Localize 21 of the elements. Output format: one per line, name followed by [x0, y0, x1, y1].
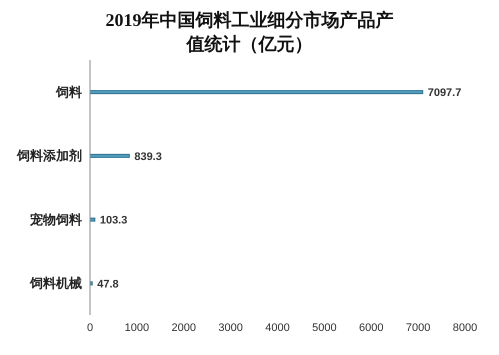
x-tick-label: 4000 — [265, 322, 290, 334]
data-label: 839.3 — [134, 150, 162, 163]
x-tick-label: 7000 — [406, 322, 430, 334]
y-tick-label: 饲料 — [55, 84, 82, 100]
bar — [90, 90, 424, 94]
y-tick-label: 宠物饲料 — [29, 212, 82, 227]
x-tick-label: 5000 — [312, 322, 337, 334]
y-tick-label: 饲料添加剂 — [16, 148, 82, 164]
x-tick-label: 6000 — [359, 322, 384, 334]
chart-title: 2019年中国饲料工业细分市场产品产值统计（亿元） — [104, 9, 394, 56]
bar — [90, 154, 130, 158]
x-tick-label: 0 — [86, 322, 94, 334]
x-tick-label: 1000 — [124, 322, 150, 334]
data-label: 7097.7 — [428, 87, 462, 100]
bar — [90, 218, 96, 222]
data-label: 103.3 — [100, 214, 128, 227]
x-tick-label: 2000 — [172, 322, 196, 334]
data-label: 47.8 — [97, 278, 119, 290]
x-tick-label: 3000 — [218, 322, 243, 334]
y-tick-label: 饲料机械 — [29, 276, 82, 291]
x-tick-label: 8000 — [452, 322, 478, 334]
